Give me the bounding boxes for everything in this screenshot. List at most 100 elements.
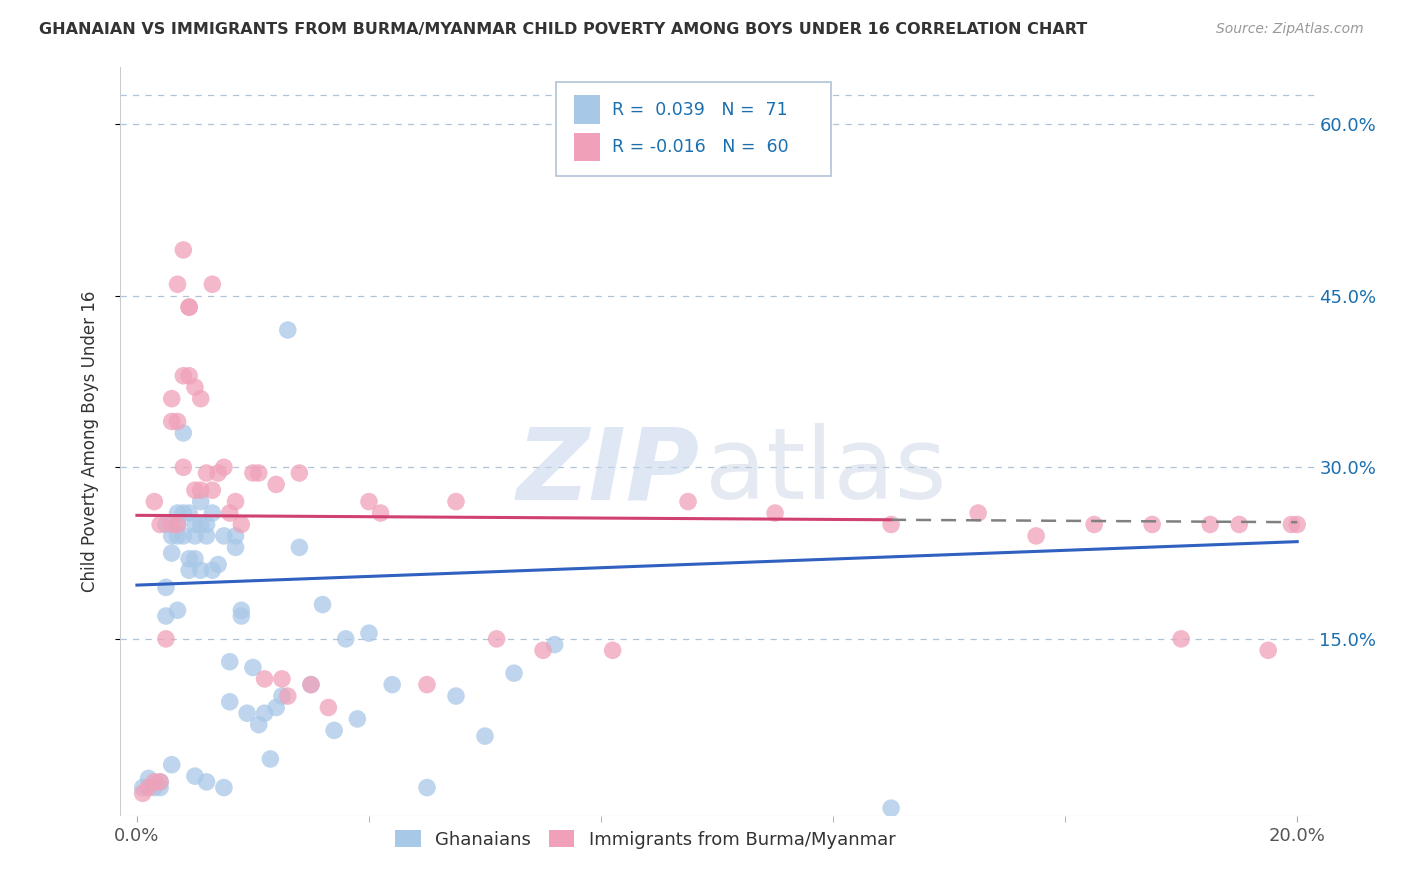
Point <box>166 517 188 532</box>
Point <box>155 609 177 624</box>
Point <box>184 551 207 566</box>
Point <box>444 494 467 508</box>
Point <box>578 128 600 143</box>
Point <box>201 483 224 498</box>
Point <box>1279 517 1302 532</box>
Point <box>195 775 218 789</box>
Point <box>271 689 294 703</box>
Point <box>416 780 439 795</box>
Point <box>143 494 166 508</box>
FancyBboxPatch shape <box>555 82 831 176</box>
Point <box>236 706 259 721</box>
Point <box>1140 517 1163 532</box>
Point <box>225 541 247 555</box>
Point <box>160 415 183 429</box>
Point <box>184 517 207 532</box>
Point <box>299 678 322 692</box>
Point <box>172 460 194 475</box>
Point <box>212 460 235 475</box>
Point <box>172 506 194 520</box>
Point <box>416 678 439 692</box>
Point <box>225 529 247 543</box>
Point <box>179 551 201 566</box>
Point <box>160 757 183 772</box>
Text: Source: ZipAtlas.com: Source: ZipAtlas.com <box>1216 22 1364 37</box>
Point <box>160 517 183 532</box>
Point <box>132 786 155 800</box>
Point <box>503 666 526 681</box>
Point <box>160 529 183 543</box>
Point <box>138 772 160 786</box>
Point <box>880 517 903 532</box>
Point <box>138 780 160 795</box>
Point <box>218 506 240 520</box>
Point <box>207 558 229 572</box>
Point <box>218 695 240 709</box>
Point <box>184 529 207 543</box>
Point <box>166 529 188 543</box>
Point <box>346 712 368 726</box>
Text: R =  0.039   N =  71: R = 0.039 N = 71 <box>612 101 787 119</box>
Text: atlas: atlas <box>706 423 946 520</box>
Point <box>179 300 201 314</box>
Point <box>218 655 240 669</box>
Point <box>1257 643 1279 657</box>
Point <box>195 517 218 532</box>
Point <box>444 689 467 703</box>
Point <box>1199 517 1222 532</box>
Point <box>172 243 194 257</box>
Point <box>1286 517 1309 532</box>
Point <box>880 801 903 815</box>
Point <box>212 529 235 543</box>
Point <box>253 672 276 686</box>
Point <box>231 603 253 617</box>
Point <box>201 506 224 520</box>
Point <box>184 380 207 394</box>
Point <box>763 506 786 520</box>
Point <box>166 415 188 429</box>
Point <box>288 541 311 555</box>
Y-axis label: Child Poverty Among Boys Under 16: Child Poverty Among Boys Under 16 <box>80 291 98 592</box>
Point <box>195 529 218 543</box>
Point <box>179 300 201 314</box>
Point <box>967 506 990 520</box>
Point <box>149 517 172 532</box>
Point <box>179 368 201 383</box>
Text: R = -0.016   N =  60: R = -0.016 N = 60 <box>612 138 789 156</box>
Point <box>132 780 155 795</box>
Point <box>149 780 172 795</box>
Point <box>166 506 188 520</box>
Point <box>195 466 218 480</box>
Point <box>531 643 554 657</box>
Point <box>172 529 194 543</box>
Point <box>676 494 699 508</box>
Point <box>335 632 357 646</box>
Point <box>155 517 177 532</box>
Point <box>172 425 194 440</box>
Point <box>201 277 224 292</box>
Point <box>242 660 264 674</box>
Point <box>190 563 212 577</box>
Point <box>357 626 380 640</box>
Point <box>143 780 166 795</box>
Point <box>155 581 177 595</box>
Point <box>602 643 624 657</box>
Point <box>271 672 294 686</box>
Point <box>190 392 212 406</box>
Point <box>318 700 340 714</box>
Point <box>247 466 270 480</box>
Point <box>190 494 212 508</box>
Point <box>1083 517 1105 532</box>
Point <box>242 466 264 480</box>
Point <box>264 700 287 714</box>
Point <box>1170 632 1192 646</box>
Bar <box>574 133 600 161</box>
Point <box>149 775 172 789</box>
Point <box>288 466 311 480</box>
Point <box>184 483 207 498</box>
Point <box>277 323 299 337</box>
Point <box>485 632 508 646</box>
Point <box>207 466 229 480</box>
Point <box>212 780 235 795</box>
Point <box>1227 517 1250 532</box>
